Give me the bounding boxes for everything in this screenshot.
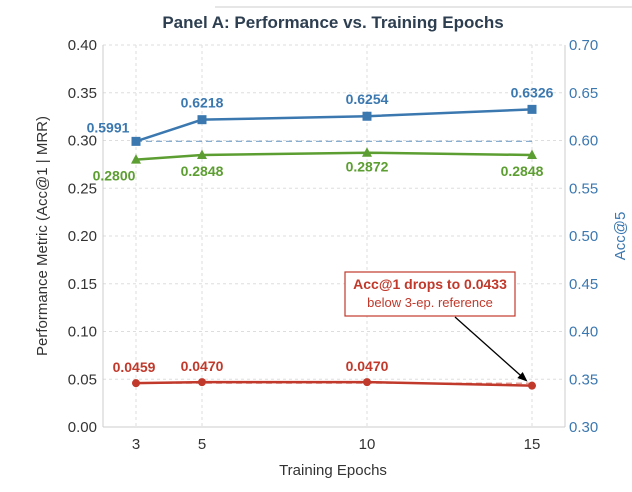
y-axis-right-label: Acc@5 — [612, 212, 629, 261]
x-tick-label: 3 — [132, 436, 140, 453]
x-axis-label: Training Epochs — [279, 462, 387, 479]
x-tick-label: 15 — [524, 436, 541, 453]
y-left-tick-label: 0.15 — [68, 276, 97, 293]
data-point — [131, 154, 141, 164]
annotation-subtext: below 3-ep. reference — [367, 295, 493, 310]
y-axis-left-label: Performance Metric (Acc@1 | MRR) — [34, 116, 51, 356]
series-line — [135, 380, 533, 387]
data-point — [197, 115, 207, 125]
data-point — [131, 136, 141, 146]
y-right-tick-label: 0.35 — [569, 371, 598, 388]
series-line — [135, 108, 533, 143]
data-point — [198, 378, 206, 387]
y-right-tick-label: 0.30 — [569, 419, 598, 436]
y-left-tick-label: 0.30 — [68, 133, 97, 150]
data-label: 0.0470 — [181, 358, 224, 374]
data-label: 0.5991 — [87, 119, 130, 135]
annotation: Acc@1 drops to 0.0433 below 3-ep. refere… — [344, 271, 528, 382]
annotation-box — [344, 271, 516, 317]
y-right-ticks: 0.30 0.35 0.40 0.45 0.50 0.55 0.60 0.65 0.70 — [569, 37, 598, 436]
y-right-tick-label: 0.65 — [569, 85, 598, 102]
data-point — [363, 378, 371, 387]
data-label: 0.2848 — [181, 163, 224, 179]
data-label: 0.6326 — [511, 84, 554, 100]
y-right-tick-label: 0.50 — [569, 228, 598, 245]
chart-title: Panel A: Performance vs. Training Epochs — [162, 13, 503, 32]
y-left-tick-label: 0.20 — [68, 228, 97, 245]
data-point — [362, 111, 372, 121]
y-left-tick-label: 0.05 — [68, 371, 97, 388]
data-point — [197, 149, 207, 160]
x-ticks: 3 5 10 15 — [132, 436, 541, 453]
data-label: 0.0470 — [346, 358, 389, 374]
annotation-arrowhead — [517, 372, 528, 382]
y-left-tick-label: 0.00 — [68, 419, 97, 436]
annotation-arrow — [454, 316, 524, 379]
data-label: 0.6218 — [181, 95, 224, 111]
y-right-tick-label: 0.45 — [569, 276, 598, 293]
y-right-tick-label: 0.55 — [569, 180, 598, 197]
data-point — [528, 381, 536, 390]
y-left-tick-label: 0.10 — [68, 324, 97, 341]
gridlines — [102, 44, 566, 428]
x-tick-label: 5 — [198, 436, 206, 453]
y-right-tick-label: 0.60 — [569, 133, 598, 150]
y-right-tick-label: 0.40 — [569, 324, 598, 341]
data-point — [527, 104, 537, 114]
annotation-text: Acc@1 drops to 0.0433 — [353, 276, 507, 292]
data-point — [362, 147, 372, 157]
y-left-tick-label: 0.35 — [68, 85, 97, 102]
data-label: 0.0459 — [113, 359, 156, 375]
y-right-tick-label: 0.70 — [569, 37, 598, 54]
y-left-ticks: 0.00 0.05 0.10 0.15 0.20 0.25 0.30 0.35 0.40 — [68, 37, 97, 436]
series-group — [131, 104, 537, 390]
data-label: 0.6254 — [346, 91, 389, 107]
data-point — [527, 149, 537, 160]
data-labels: 0.5991 0.6218 0.6254 0.6326 0.2800 0.2848 0.28… — [87, 84, 554, 375]
data-label: 0.2872 — [346, 159, 389, 175]
x-tick-label: 10 — [359, 436, 376, 453]
y-left-tick-label: 0.40 — [68, 37, 97, 54]
series-line — [135, 151, 533, 161]
y-left-tick-label: 0.25 — [68, 180, 97, 197]
data-label: 0.2848 — [501, 163, 544, 179]
data-label: 0.2800 — [93, 168, 136, 184]
data-point — [132, 379, 140, 388]
